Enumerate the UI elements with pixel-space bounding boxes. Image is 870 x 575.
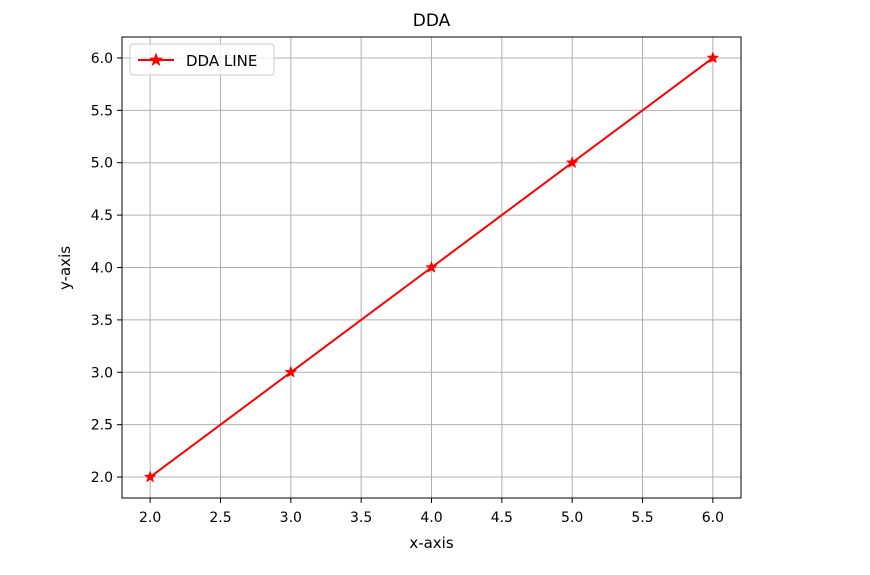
data-point-star-marker [284, 365, 298, 378]
y-tick-label: 3.5 [91, 313, 113, 329]
data-point-star-marker [706, 51, 720, 64]
y-tick-label: 6.0 [91, 51, 113, 67]
y-axis-label: y-axis [56, 246, 74, 290]
data-point-star-marker [565, 156, 579, 169]
x-tick-label: 3.5 [350, 510, 372, 526]
ticks: 2.0 2.5 3.0 3.5 4.0 4.5 5.0 5.5 6.0 2.0 2.5 3.0 3.5 4… [91, 51, 724, 526]
x-tick-label: 5.0 [561, 510, 583, 526]
legend-star-marker [148, 52, 164, 67]
x-tick-label: 4.5 [491, 510, 513, 526]
data-point-star-marker [143, 470, 157, 483]
y-tick-label: 4.0 [91, 261, 113, 277]
legend-box [129, 43, 275, 76]
x-tick-label: 5.5 [631, 510, 653, 526]
y-tick-label: 5.0 [91, 156, 113, 172]
data-point-star-marker [425, 260, 438, 273]
y-tick-label: 5.5 [91, 103, 113, 119]
x-tick-label: 3.0 [280, 510, 302, 526]
x-axis-label: x-axis [409, 534, 454, 552]
y-tick-label: 2.5 [91, 418, 113, 434]
chart-title: DDA [413, 11, 451, 31]
legend: DDA LINE [129, 43, 275, 76]
series-layer [143, 51, 720, 483]
y-tick-label: 3.0 [91, 365, 113, 381]
x-tick-label: 2.0 [139, 510, 161, 526]
legend-label: DDA LINE [186, 52, 257, 70]
x-tick-label: 2.5 [209, 510, 231, 526]
y-tick-label: 4.5 [91, 208, 113, 224]
x-tick-label: 6.0 [702, 510, 724, 526]
x-tick-label: 4.0 [420, 510, 442, 526]
y-tick-label: 2.0 [91, 470, 113, 486]
